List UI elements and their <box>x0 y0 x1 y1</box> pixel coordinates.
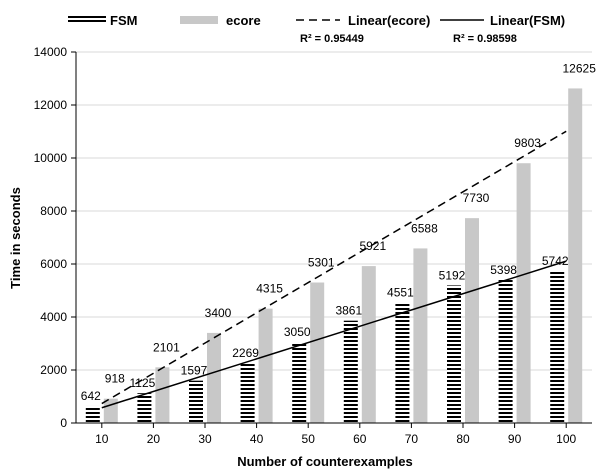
x-tick-label-10: 10 <box>95 432 109 446</box>
data-label-ecore-20: 2101 <box>153 340 180 354</box>
data-label-ecore-80: 7730 <box>463 191 490 205</box>
bar-ecore-100 <box>568 88 583 423</box>
x-tick-label-80: 80 <box>456 432 470 446</box>
legend-swatch-fsm <box>68 16 106 24</box>
y-tick-label-0: 0 <box>60 416 67 430</box>
bar-fsm-40 <box>240 362 255 423</box>
legend: FSM ecore Linear(ecore) R² = 0.95449 Lin… <box>68 13 565 45</box>
y-tick-label-5: 10000 <box>34 151 68 165</box>
bar-fsm-60 <box>343 320 358 423</box>
bar-ecore-80 <box>465 218 479 423</box>
data-label-ecore-90: 9803 <box>514 136 541 150</box>
y-tick-label-2: 4000 <box>40 310 67 324</box>
trendline-ecore <box>101 130 567 405</box>
bar-ecore-70 <box>413 248 428 423</box>
y-axis-title: Time in seconds <box>8 187 23 289</box>
x-tick-label-40: 40 <box>250 432 264 446</box>
y-tick-label-6: 12000 <box>34 98 68 112</box>
data-label-fsm-20: 1125 <box>129 376 155 390</box>
legend-swatch-ecore <box>180 16 218 24</box>
bar-fsm-50 <box>292 342 307 423</box>
bar-fsm-80 <box>447 285 461 423</box>
legend-label-ecore: ecore <box>226 13 261 28</box>
data-label-fsm-100: 5742 <box>542 254 569 268</box>
legend-label-linear-fsm: Linear(FSM) <box>490 13 565 28</box>
x-tick-label-100: 100 <box>556 432 576 446</box>
legend-item-ecore: ecore <box>180 13 261 28</box>
data-label-fsm-60: 3861 <box>335 304 362 318</box>
legend-item-linear-ecore: Linear(ecore) R² = 0.95449 <box>296 13 430 45</box>
bar-fsm-70 <box>395 302 410 423</box>
trendlines <box>101 130 567 409</box>
data-label-ecore-30: 3400 <box>205 306 232 320</box>
bar-fsm-10 <box>85 405 100 423</box>
data-label-fsm-90: 5398 <box>490 263 517 277</box>
legend-label-linear-ecore: Linear(ecore) <box>348 13 430 28</box>
x-tick-label-30: 30 <box>198 432 212 446</box>
bars <box>85 88 583 423</box>
y-tick-label-1: 2000 <box>40 363 67 377</box>
bar-ecore-90 <box>516 163 531 423</box>
bar-ecore-50 <box>310 282 325 423</box>
data-label-fsm-40: 2269 <box>232 346 259 360</box>
data-label-ecore-50: 5301 <box>308 256 335 270</box>
data-label-fsm-10: 642 <box>81 389 101 403</box>
bar-fsm-90 <box>498 279 513 423</box>
data-label-fsm-70: 4551 <box>387 285 414 299</box>
axes: 0 2000 4000 6000 8000 10000 12000 14000 10 20 30 40… <box>34 45 592 446</box>
data-label-ecore-10: 918 <box>105 372 125 386</box>
legend-item-linear-fsm: Linear(FSM) R² = 0.98598 <box>440 13 565 45</box>
data-label-ecore-40: 4315 <box>256 282 283 296</box>
x-tick-label-50: 50 <box>302 432 316 446</box>
y-tick-label-7: 14000 <box>34 45 68 59</box>
bar-ecore-40 <box>258 308 273 423</box>
bar-ecore-20 <box>155 367 170 423</box>
y-tick-label-3: 6000 <box>40 257 67 271</box>
bar-ecore-30 <box>207 332 221 423</box>
data-label-fsm-50: 3050 <box>284 325 311 339</box>
bar-ecore-60 <box>361 266 376 423</box>
legend-item-fsm: FSM <box>68 13 137 28</box>
legend-label-fsm: FSM <box>110 13 137 28</box>
data-label-ecore-60: 5921 <box>359 239 386 253</box>
x-tick-label-70: 70 <box>405 432 419 446</box>
x-tick-label-20: 20 <box>147 432 161 446</box>
bar-fsm-20 <box>137 393 152 423</box>
data-label-ecore-70: 6588 <box>411 221 438 235</box>
x-tick-label-60: 60 <box>353 432 367 446</box>
x-tick-label-90: 90 <box>508 432 522 446</box>
bar-fsm-30 <box>189 380 203 423</box>
y-tick-label-4: 8000 <box>40 204 67 218</box>
trendline-fsm <box>101 260 567 409</box>
gridlines <box>76 51 592 424</box>
bar-fsm-100 <box>550 270 565 423</box>
data-label-fsm-30: 1597 <box>181 364 208 378</box>
bar-ecore-10 <box>103 398 118 423</box>
r2-label-fsm: R² = 0.98598 <box>453 33 517 45</box>
r2-label-ecore: R² = 0.95449 <box>300 33 364 45</box>
x-axis-title: Number of counterexamples <box>237 454 413 469</box>
data-label-fsm-80: 5192 <box>439 268 466 282</box>
data-label-ecore-100: 12625 <box>563 61 597 75</box>
